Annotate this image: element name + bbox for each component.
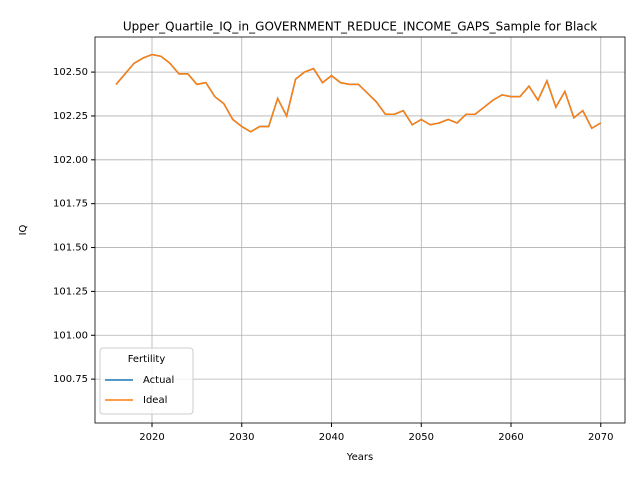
y-tick-label: 100.75: [53, 374, 88, 385]
y-tick-label: 101.75: [53, 199, 88, 210]
x-tick-label: 2060: [498, 432, 523, 443]
legend-label: Ideal: [143, 395, 167, 406]
axes-frame: [94, 36, 626, 424]
legend-title: Fertility: [128, 354, 166, 365]
legend-box: [99, 347, 194, 415]
x-tick-label: 2050: [409, 432, 434, 443]
y-tick-label: 102.25: [53, 111, 88, 122]
y-tick-label: 101.25: [53, 286, 88, 297]
y-axis-label: IQ: [18, 224, 29, 235]
x-tick-label: 2070: [588, 432, 613, 443]
y-tick-label: 102.00: [53, 155, 88, 166]
y-tick-label: 101.00: [53, 330, 88, 341]
y-tick-label: 101.50: [53, 243, 88, 254]
legend: Fertility Actual Ideal: [99, 347, 194, 415]
x-tick-label: 2020: [139, 432, 164, 443]
x-axis-label: Years: [346, 452, 373, 463]
y-tick-label: 102.50: [53, 67, 88, 78]
legend-label: Actual: [143, 375, 174, 386]
x-tick-label: 2040: [319, 432, 344, 443]
x-tick-label: 2030: [229, 432, 254, 443]
series-line: [115, 53, 602, 133]
chart-title: Upper_Quartile_IQ_in_GOVERNMENT_REDUCE_I…: [123, 20, 597, 34]
